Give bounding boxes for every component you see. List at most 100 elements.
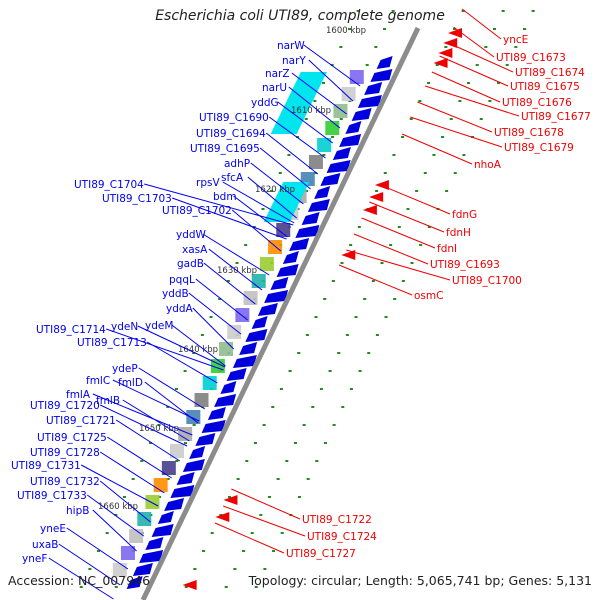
forward-gene-arrow — [364, 82, 383, 95]
accession-text: Accession: NC_007946 — [8, 573, 151, 588]
track-tick-mark — [305, 190, 309, 192]
feature-block — [276, 223, 291, 237]
forward-gene-arrow — [164, 498, 185, 511]
label-connector — [410, 116, 503, 148]
label-connector — [138, 367, 206, 410]
left-gene-label: rpsV — [196, 177, 220, 189]
topology-text: Topology: circular; Length: 5,065,741 bp… — [248, 573, 592, 588]
label-connector — [146, 341, 218, 384]
left-gene-label: UTI89_C1721 — [46, 415, 116, 427]
track-tick-mark — [410, 262, 414, 264]
track-tick-mark — [501, 10, 505, 12]
track-tick-mark — [331, 280, 335, 282]
label-connector — [265, 132, 319, 175]
track-tick-mark — [401, 280, 405, 282]
track-tick-mark — [253, 442, 257, 444]
feature-block — [270, 72, 327, 134]
forward-gene-arrow — [201, 420, 226, 433]
track-tick-mark — [380, 262, 384, 264]
label-connector — [277, 101, 334, 144]
label-connector — [223, 505, 306, 537]
left-gene-label: ydeP — [112, 363, 138, 375]
right-gene-label: UTI89_C1677 — [521, 111, 591, 123]
track-tick-mark — [415, 190, 419, 192]
label-connector — [308, 59, 354, 102]
track-tick-mark — [458, 100, 462, 102]
label-connector — [233, 195, 288, 238]
label-connector — [401, 133, 473, 165]
label-connector — [338, 264, 413, 296]
label-connector — [377, 183, 451, 215]
feature-block — [194, 393, 209, 407]
scale-tick-label: 1640 kbp — [178, 345, 218, 355]
track-tick-mark — [389, 244, 393, 246]
forward-gene-arrow — [270, 277, 289, 290]
label-connector — [144, 183, 294, 226]
forward-gene-arrow — [189, 446, 206, 459]
left-gene-label: yddW — [176, 229, 207, 241]
label-connector — [115, 419, 181, 462]
forward-gene-arrow — [357, 95, 382, 108]
track-tick-mark — [193, 568, 197, 570]
left-gene-label: narZ — [265, 68, 290, 80]
track-tick-mark — [261, 208, 265, 210]
right-gene-label: UTI89_C1678 — [494, 127, 564, 139]
track-tick-mark — [322, 154, 326, 156]
track-tick-mark — [348, 28, 351, 30]
track-tick-mark — [166, 406, 170, 408]
label-connector — [268, 116, 326, 159]
left-gene-label: yneE — [40, 523, 66, 535]
track-tick-mark — [279, 388, 283, 390]
reverse-gene-arrow — [433, 58, 448, 68]
forward-gene-arrow — [257, 303, 278, 316]
forward-gene-arrow — [376, 56, 393, 69]
track-tick-mark — [367, 352, 371, 354]
track-tick-mark — [339, 118, 343, 120]
track-tick-mark — [236, 478, 240, 480]
label-connector — [247, 176, 297, 219]
track-tick-mark — [233, 568, 237, 570]
track-tick-mark — [271, 406, 275, 408]
forward-gene-arrow — [245, 329, 268, 342]
label-connector — [92, 393, 193, 436]
label-connector — [453, 26, 495, 58]
forward-gene-arrow — [370, 69, 393, 82]
track-tick-mark — [314, 316, 318, 318]
track-tick-mark — [79, 586, 83, 588]
track-tick-mark — [419, 244, 423, 246]
reverse-gene-arrow — [374, 180, 389, 190]
label-connector — [231, 488, 301, 520]
track-tick-mark — [183, 370, 187, 372]
label-connector — [431, 71, 501, 103]
track-tick-mark — [192, 424, 196, 426]
label-connector — [172, 197, 287, 240]
track-tick-mark — [393, 298, 397, 300]
label-connector — [202, 233, 270, 276]
left-gene-label: fmlA — [66, 389, 91, 401]
track-tick-mark — [375, 190, 379, 192]
track-tick-mark — [244, 244, 248, 246]
track-tick-mark — [475, 64, 479, 66]
track-tick-mark — [306, 478, 310, 480]
left-gene-label: fmlD — [118, 377, 143, 389]
track-tick-mark — [226, 280, 230, 282]
reverse-gene-arrow — [182, 580, 197, 590]
label-connector — [424, 85, 520, 117]
right-gene-label: fdnG — [452, 209, 477, 221]
track-tick-mark — [293, 442, 297, 444]
track-tick-mark — [363, 298, 367, 300]
right-gene-label: UTI89_C1676 — [502, 97, 572, 109]
forward-gene-arrow — [232, 355, 257, 368]
track-tick-mark — [461, 10, 465, 12]
right-gene-label: UTI89_C1675 — [510, 81, 580, 93]
label-connector — [92, 509, 137, 552]
forward-gene-arrow — [214, 394, 237, 407]
genome-backbone — [140, 26, 421, 600]
track-tick-mark — [184, 586, 188, 588]
track-tick-mark — [453, 172, 457, 174]
track-tick-mark — [341, 406, 345, 408]
forward-gene-arrow — [176, 472, 195, 485]
left-gene-label: narY — [282, 55, 306, 67]
track-tick-mark — [406, 208, 410, 210]
